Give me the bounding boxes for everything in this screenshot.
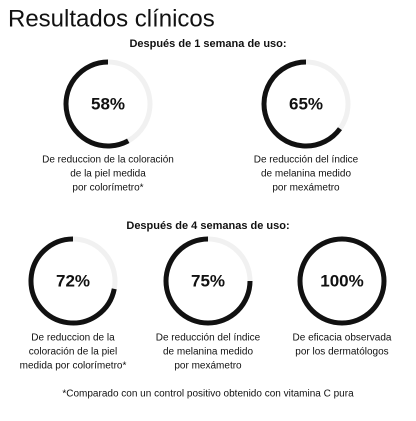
caption-line: por colorímetro* <box>72 183 143 194</box>
caption-line: por los dermatólogos <box>295 347 388 358</box>
caption-line: de la piel medida <box>70 169 146 180</box>
caption-line: coloración de la piel <box>29 347 117 358</box>
ring-arc <box>28 236 117 326</box>
caption-line: medida por colorímetro* <box>20 361 127 372</box>
section-heading: Después de 1 semana de uso: <box>129 38 286 50</box>
footnote: *Comparado con un control positivo obten… <box>62 389 354 400</box>
section-heading: Después de 4 semanas de uso: <box>126 220 289 232</box>
ring-arc <box>63 59 130 149</box>
caption-line: De eficacia observada <box>293 333 392 344</box>
ring-arc <box>297 236 387 326</box>
caption-line: por mexámetro <box>174 361 242 372</box>
caption-line: de melanina medido <box>261 169 351 180</box>
caption-line: De reduccion de la coloración <box>42 155 174 166</box>
caption-line: por mexámetro <box>272 183 340 194</box>
caption-line: De reduccion de la <box>31 333 115 344</box>
percent-label: 58% <box>91 94 125 113</box>
ring-arc <box>163 236 253 326</box>
percent-label: 72% <box>56 271 90 290</box>
percent-label: 75% <box>191 271 225 290</box>
caption-line: De reducción del índice <box>254 155 359 166</box>
page-title: Resultados clínicos <box>8 5 215 32</box>
ring-arc <box>261 59 342 149</box>
percent-label: 100% <box>320 271 363 290</box>
caption-line: De reducción del índice <box>156 333 261 344</box>
caption-line: de melanina medido <box>163 347 253 358</box>
percent-label: 65% <box>289 94 323 113</box>
